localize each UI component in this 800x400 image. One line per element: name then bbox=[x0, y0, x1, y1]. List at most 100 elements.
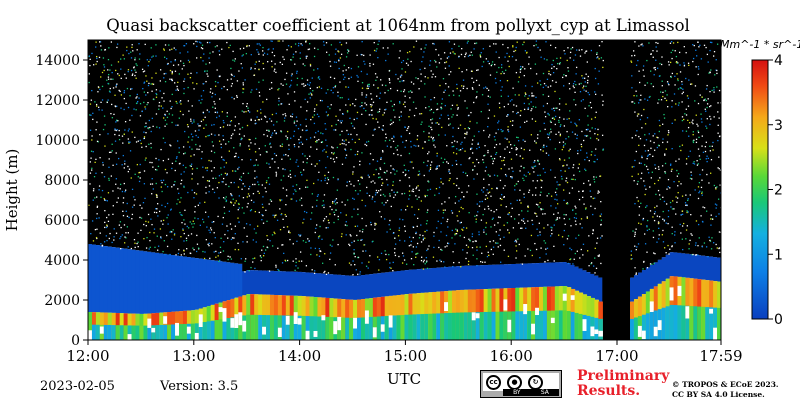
boundary-layer-column bbox=[653, 310, 659, 340]
noise-speckle bbox=[344, 76, 346, 79]
noise-speckle bbox=[566, 202, 569, 204]
noise-speckle bbox=[241, 207, 244, 209]
noise-speckle bbox=[424, 83, 426, 85]
noise-speckle bbox=[671, 122, 673, 124]
noise-speckle bbox=[508, 168, 510, 170]
noise-speckle bbox=[262, 79, 264, 81]
noise-speckle bbox=[448, 41, 451, 43]
noise-speckle bbox=[517, 180, 519, 183]
noise-speckle bbox=[399, 80, 401, 83]
noise-speckle bbox=[329, 107, 331, 110]
noise-speckle bbox=[492, 253, 494, 255]
noise-speckle bbox=[547, 86, 549, 88]
noise-speckle bbox=[450, 210, 453, 212]
noise-speckle bbox=[279, 208, 281, 210]
noise-speckle bbox=[474, 42, 476, 45]
noise-speckle bbox=[166, 186, 169, 188]
noise-speckle bbox=[136, 96, 138, 98]
noise-speckle bbox=[267, 49, 269, 51]
noise-speckle bbox=[665, 203, 668, 205]
noise-speckle bbox=[222, 216, 224, 219]
noise-speckle bbox=[445, 234, 448, 237]
aerosol-column bbox=[285, 271, 291, 296]
noise-speckle bbox=[721, 164, 722, 165]
boundary-layer-column bbox=[412, 314, 417, 340]
noise-speckle bbox=[219, 246, 222, 248]
noise-speckle bbox=[587, 250, 589, 252]
attribution-icon: ● bbox=[507, 374, 522, 390]
noise-speckle bbox=[452, 114, 454, 116]
y-tick-label: 10000 bbox=[35, 133, 80, 149]
colorbar-tick-label: 0 bbox=[774, 312, 783, 328]
noise-speckle bbox=[667, 222, 669, 225]
noise-speckle bbox=[206, 180, 209, 182]
background-column bbox=[250, 40, 255, 271]
noise-speckle bbox=[710, 218, 712, 220]
noise-speckle bbox=[270, 146, 272, 148]
noise-speckle bbox=[497, 246, 499, 248]
noise-speckle bbox=[354, 154, 356, 156]
noise-speckle bbox=[238, 195, 240, 197]
noise-speckle bbox=[289, 173, 291, 176]
noise-speckle bbox=[108, 214, 110, 216]
colorbar-tick-label: 3 bbox=[774, 118, 783, 134]
noise-speckle bbox=[441, 203, 443, 205]
noise-speckle bbox=[329, 65, 332, 67]
aerosol-column bbox=[436, 267, 441, 292]
noise-speckle bbox=[175, 49, 177, 51]
noise-speckle bbox=[387, 47, 389, 49]
noise-speckle bbox=[510, 215, 512, 218]
noise-speckle bbox=[175, 124, 177, 126]
noise-speckle bbox=[282, 56, 284, 58]
aerosol-column bbox=[198, 258, 204, 309]
noise-speckle bbox=[143, 136, 146, 138]
noise-speckle bbox=[169, 231, 171, 233]
cc-license-badge[interactable]: cc ● ↻ BY SA bbox=[480, 370, 562, 398]
noise-speckle bbox=[402, 171, 404, 174]
noise-speckle bbox=[301, 153, 304, 155]
noise-speckle bbox=[406, 205, 409, 207]
noise-speckle bbox=[208, 111, 210, 113]
boundary-layer-column bbox=[238, 316, 243, 340]
noise-speckle bbox=[164, 168, 167, 171]
noise-speckle bbox=[262, 206, 264, 209]
noise-speckle bbox=[459, 198, 462, 200]
noise-speckle bbox=[661, 85, 663, 87]
noise-speckle bbox=[336, 202, 338, 204]
noise-speckle bbox=[594, 133, 596, 135]
boundary-layer-column bbox=[91, 324, 97, 340]
noise-speckle bbox=[372, 159, 374, 161]
noise-speckle bbox=[219, 75, 221, 77]
noise-speckle bbox=[504, 185, 506, 187]
noise-speckle bbox=[127, 70, 129, 73]
noise-speckle bbox=[409, 109, 411, 111]
noise-speckle bbox=[634, 159, 636, 162]
noise-speckle bbox=[130, 177, 132, 179]
noise-speckle bbox=[193, 88, 195, 90]
noise-speckle bbox=[123, 91, 125, 94]
noise-speckle bbox=[242, 102, 244, 105]
noise-speckle bbox=[377, 111, 379, 113]
noise-speckle bbox=[524, 92, 527, 94]
noise-speckle bbox=[373, 173, 375, 176]
boundary-layer-column bbox=[95, 324, 101, 340]
boundary-layer-column bbox=[649, 311, 655, 340]
aerosol-column bbox=[420, 268, 425, 293]
saturated-patch bbox=[713, 327, 718, 340]
noise-speckle bbox=[590, 205, 592, 207]
noise-speckle bbox=[382, 129, 384, 131]
noise-speckle bbox=[367, 140, 370, 143]
noise-speckle bbox=[456, 83, 458, 86]
noise-speckle bbox=[675, 196, 677, 198]
noise-speckle bbox=[438, 123, 440, 125]
noise-speckle bbox=[386, 101, 388, 103]
noise-speckle bbox=[657, 179, 660, 182]
saturated-patch bbox=[297, 318, 303, 325]
boundary-layer-column bbox=[598, 318, 603, 340]
noise-speckle bbox=[89, 58, 91, 60]
noise-speckle bbox=[372, 101, 375, 103]
noise-speckle bbox=[254, 183, 256, 186]
noise-speckle bbox=[539, 80, 541, 82]
noise-speckle bbox=[191, 168, 194, 170]
noise-speckle bbox=[117, 120, 119, 122]
